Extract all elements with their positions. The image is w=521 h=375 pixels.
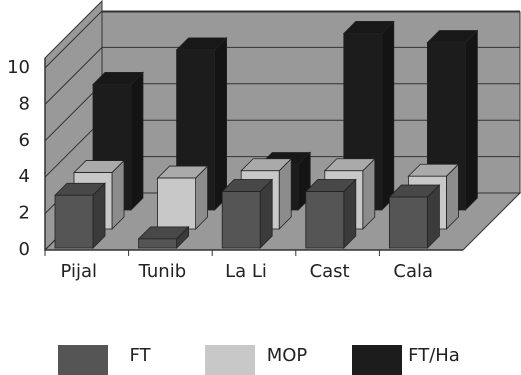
y-tick-label: 10 [7, 57, 30, 78]
grid-line [44, 10, 520, 69]
bar [157, 177, 197, 230]
legend-swatch [205, 345, 255, 375]
y-tick-label: 8 [19, 93, 30, 114]
bar [305, 191, 345, 249]
y-tick-label: 2 [19, 203, 30, 224]
legend-label: FT/Ha [408, 345, 460, 366]
x-tick-label: Cast [310, 261, 350, 282]
bar [221, 191, 261, 249]
x-tick-label: Tunib [138, 261, 187, 282]
y-tick-label: 0 [19, 239, 30, 260]
y-tick-label: 6 [19, 130, 30, 151]
y-tick-label: 4 [19, 166, 30, 187]
bar-side [214, 36, 228, 211]
bar [54, 194, 94, 249]
bar-side [381, 20, 395, 211]
bar-side [130, 71, 144, 211]
bar-side [464, 29, 478, 211]
x-tick-label: Pijal [61, 261, 98, 282]
x-tick-label: Cala [393, 261, 433, 282]
bar [388, 196, 428, 249]
bar [138, 238, 178, 249]
legend-label: FT [129, 345, 151, 366]
legend-swatch [58, 345, 108, 375]
legend-label: MOP [267, 345, 308, 366]
x-tick-label: La Li [225, 261, 267, 282]
legend-swatch [352, 345, 402, 375]
